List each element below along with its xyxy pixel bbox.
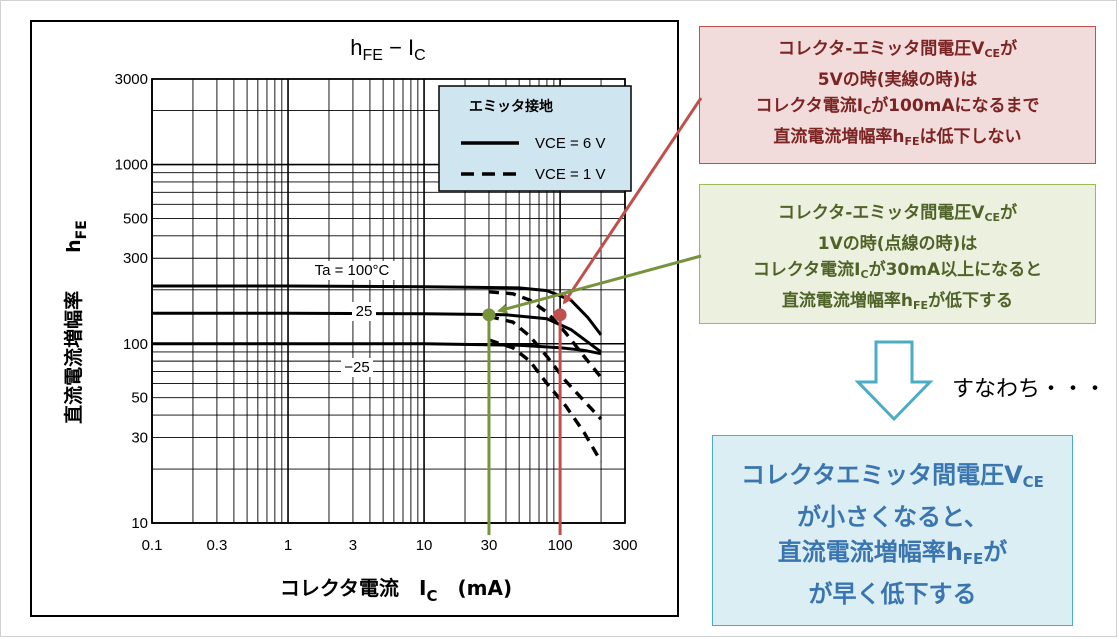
y-tick-label: 10 [131,515,148,532]
hfe-ic-chart: 0.1 0.3 1 3 10 30 100 300 3000 1000 500 300 100 50 30 1… [62,35,638,605]
y-tick-label: 500 [123,210,148,227]
series-group [152,284,603,463]
x-tick-label: 3 [349,537,357,554]
x-tick-label: 1 [284,537,292,554]
curve-label-bg [352,302,376,321]
curve-label-bg [341,358,373,377]
legend-title: エミッタ接地 [469,98,553,114]
y-axis-label: 直流電流増幅率 hFE [62,220,90,424]
series-line-dashed-3 [488,314,603,421]
y-tick-label: 100 [123,336,148,353]
reference-marker-0 [482,308,496,322]
series-line-solid-4 [152,342,602,356]
x-tick-label: 0.3 [206,537,227,554]
x-tick-label: 30 [481,537,498,554]
curve-label-bg [308,261,396,280]
callout-vce-1v: コレクタ-エミッタ間電圧VCEが 1Vの時(点線の時)は コレクタ電流ICが30… [699,184,1096,324]
x-axis-label: コレクタ電流 IC (mA) [280,576,512,605]
callout-summary: コレクタエミッタ間電圧VCE が小さくなると、 直流電流増幅率hFEが が早く低… [712,435,1073,626]
curve-label-0: Ta = 100°C [315,262,390,279]
series-line-dashed-5 [488,338,603,463]
chart-panel: 0.1 0.3 1 3 10 30 100 300 3000 1000 500 300 100 50 30 1… [30,20,679,617]
callout-vce-5v: コレクタ-エミッタ間電圧VCEが 5Vの時(実線の時)は コレクタ電流ICが10… [699,26,1096,164]
reference-marker-1 [553,308,567,322]
series-line-solid-0 [152,284,603,336]
x-tick-label: 10 [416,537,433,554]
y-tick-label: 300 [123,250,148,267]
legend-entry-solid: VCE = 6 V [535,135,605,152]
x-tick-label: 0.1 [142,537,163,554]
connector-text: すなわち・・・ [952,377,1107,402]
legend-entry-dashed: VCE = 1 V [535,166,605,183]
x-tick-label: 300 [612,537,637,554]
curve-label-1: 25 [356,303,373,320]
y-tick-label: 50 [131,390,148,407]
curve-label-2: −25 [344,359,369,376]
x-tick-label: 100 [548,537,573,554]
y-tick-label: 1000 [115,157,148,174]
y-tick-label: 30 [131,429,148,446]
series-line-solid-2 [152,311,602,354]
down-arrow-icon [854,340,934,422]
chart-title: hFE − IC [350,35,425,64]
y-tick-label: 3000 [115,71,148,88]
